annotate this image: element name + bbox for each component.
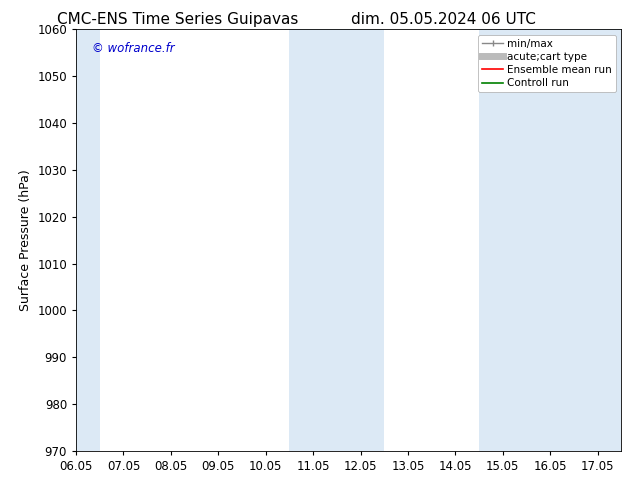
Bar [53,29,100,451]
Y-axis label: Surface Pressure (hPa): Surface Pressure (hPa) [19,169,32,311]
Text: CMC-ENS Time Series Guipavas: CMC-ENS Time Series Guipavas [57,12,298,27]
Text: © wofrance.fr: © wofrance.fr [93,42,175,55]
Legend: min/max, acute;cart type, Ensemble mean run, Controll run: min/max, acute;cart type, Ensemble mean … [478,35,616,92]
Bar [479,29,621,451]
Text: dim. 05.05.2024 06 UTC: dim. 05.05.2024 06 UTC [351,12,536,27]
Bar [290,29,384,451]
